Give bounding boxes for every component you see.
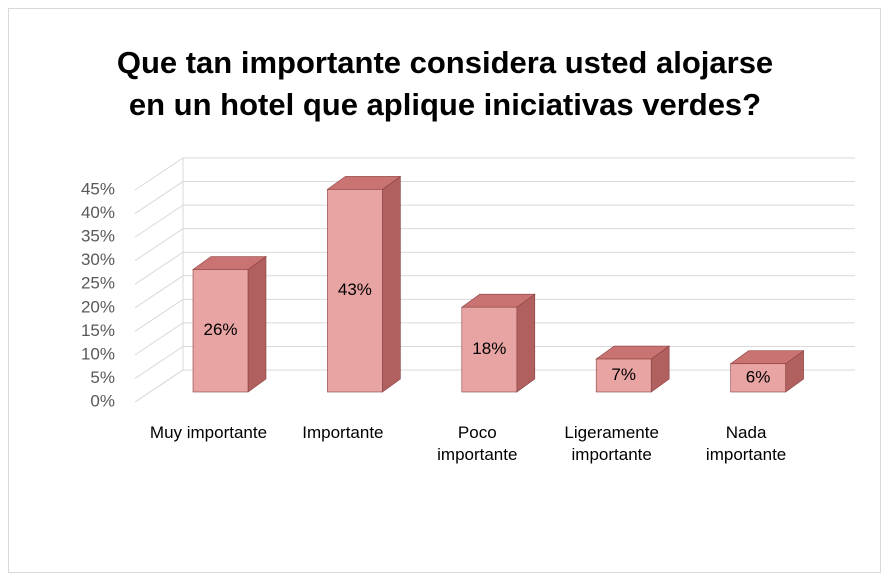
x-tick-label: Ligeramente importante xyxy=(564,423,659,464)
value-label: 18% xyxy=(472,339,506,358)
bar xyxy=(461,306,518,393)
grid-line xyxy=(134,204,855,238)
bar xyxy=(327,189,383,393)
bar xyxy=(595,358,652,393)
x-tick-label: Muy importante xyxy=(149,423,268,442)
x-tick-label: Nada importante xyxy=(705,423,787,464)
bar xyxy=(192,269,249,393)
y-tick-label: 0% xyxy=(90,391,115,410)
y-tick-label: 35% xyxy=(81,227,115,246)
grid-line xyxy=(134,298,855,332)
chart-border xyxy=(8,8,881,573)
y-tick-label: 5% xyxy=(90,368,115,387)
x-tick-label: Importante xyxy=(302,423,384,442)
chart-title: Que tan importante considera usted aloja… xyxy=(116,45,774,122)
grid-line xyxy=(134,228,855,262)
value-label: 26% xyxy=(203,320,237,339)
grid-line xyxy=(134,275,855,309)
grid-line xyxy=(134,181,855,214)
y-tick-label: 25% xyxy=(81,274,115,293)
value-label: 6% xyxy=(746,367,771,386)
y-tick-label: 10% xyxy=(81,344,115,363)
grid-line xyxy=(134,322,855,356)
y-tick-label: 40% xyxy=(81,203,115,222)
bar xyxy=(730,363,786,393)
y-tick-label: 20% xyxy=(81,297,115,316)
y-tick-label: 30% xyxy=(81,250,115,269)
bar-side xyxy=(516,293,536,393)
grid-line xyxy=(134,157,855,191)
grid-line xyxy=(134,251,855,285)
value-label: 43% xyxy=(338,280,372,299)
bar-side xyxy=(247,255,267,393)
value-label: 7% xyxy=(611,365,636,384)
bar-side xyxy=(382,175,401,393)
y-tick-label: 45% xyxy=(81,179,115,198)
x-tick-label: Poco importante xyxy=(437,423,518,464)
y-tick-label: 15% xyxy=(81,321,115,340)
